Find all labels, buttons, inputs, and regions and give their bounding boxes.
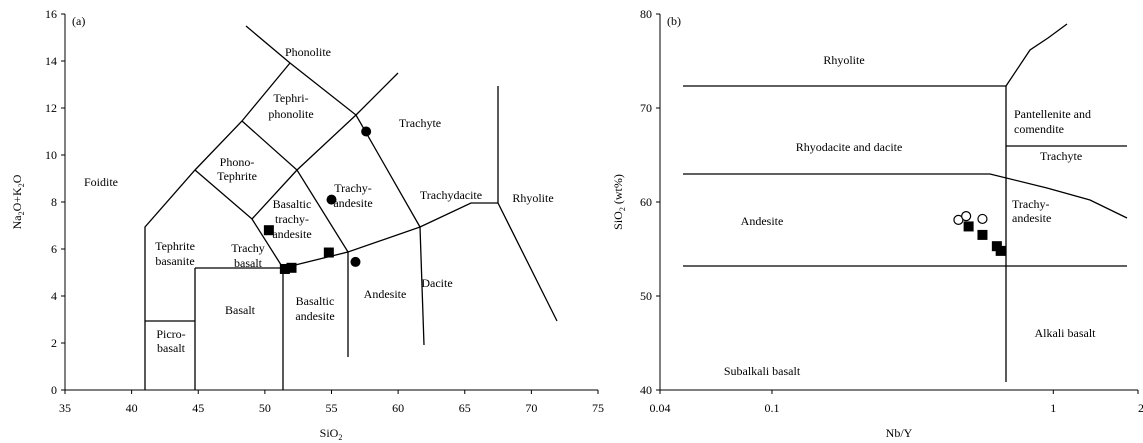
- panel-b-open-circle-point: [961, 211, 972, 222]
- panel-a-field-label: basanite: [155, 254, 194, 268]
- panel-b-nby-diagram: 0.04 0.1 1 2 40 50 60 70 80 Rhyolite Pantellenite…: [611, 7, 1143, 440]
- panel-a-field-label: Trachydacite: [420, 188, 482, 202]
- panel-a-y-tick-label: 16: [45, 7, 57, 21]
- panel-a-x-tick-label: 60: [392, 401, 404, 415]
- panel-b-y-tick-label: 70: [640, 101, 652, 115]
- panel-a-y-axis-title: Na2O+K2O: [10, 174, 26, 229]
- panel-a-x-tick-label: 55: [326, 401, 338, 415]
- panel-a-circle-point: [326, 194, 337, 205]
- panel-b-field-label: Alkali basalt: [1035, 326, 1097, 340]
- panel-a-tas-diagram: 35 40 45 50 55 60 65 70 75 0 2 4 6 8 10 12 14 16 Foidite P…: [10, 7, 604, 442]
- panel-a-x-tick-label: 40: [126, 401, 138, 415]
- panel-b-field-label: Subalkali basalt: [724, 364, 801, 378]
- panel-a-y-tick-label: 12: [45, 101, 57, 115]
- panel-a-x-tick-label: 75: [592, 401, 604, 415]
- panel-a-field-label: basalt: [234, 256, 263, 270]
- panel-a-field-boundaries: [144, 25, 558, 390]
- panel-b-field-label: Andesite: [741, 214, 784, 228]
- panel-b-square-point: [977, 229, 988, 240]
- panel-b-y-tick-label: 40: [640, 383, 652, 397]
- panel-a-field-label: Rhyolite: [512, 191, 553, 205]
- panel-a-square-point: [323, 247, 334, 258]
- panel-a-field-label: Phono-: [220, 155, 255, 169]
- panel-a-field-label: Picro-: [156, 327, 185, 341]
- panel-a-tag: (a): [72, 14, 85, 28]
- panel-b-y-axis-title: SiO2 (wt%): [611, 174, 627, 230]
- panel-a-field-label: phonolite: [268, 107, 313, 121]
- panel-b-boundary-line: [683, 173, 1128, 219]
- panel-b-y-tick-label: 50: [640, 289, 652, 303]
- panel-a-data-points: [263, 126, 372, 274]
- panel-b-x-tick-label: 0.1: [764, 401, 779, 415]
- panel-a-y-tick-label: 2: [51, 336, 57, 350]
- panel-a-square-point: [286, 262, 297, 273]
- panel-a-field-label: Phonolite: [285, 45, 331, 59]
- panel-b-x-tick-label: 2: [1138, 401, 1143, 415]
- panel-a-boundary-line: [497, 86, 558, 322]
- panel-a-field-label: Basaltic: [273, 197, 312, 211]
- panel-b-field-label: andesite: [1012, 211, 1051, 225]
- panel-b-field-label: Rhyodacite and dacite: [796, 140, 903, 154]
- panel-a-field-label: Trachyte: [399, 116, 441, 130]
- panel-b-square-point: [995, 245, 1006, 256]
- panel-b-y-tick-label: 60: [640, 195, 652, 209]
- panel-b-square-point: [963, 221, 974, 232]
- panel-a-x-tick-label: 70: [525, 401, 537, 415]
- panel-a-x-tick-label: 65: [459, 401, 471, 415]
- panel-b-y-tick-label: 80: [640, 7, 652, 21]
- panel-a-x-tick-label: 35: [59, 401, 71, 415]
- panel-b-field-label: Trachy-: [1012, 197, 1050, 211]
- panel-a-field-label: Trachy-: [334, 181, 372, 195]
- panel-a-circle-point: [350, 256, 361, 267]
- panel-a-field-label: Tephrite: [155, 239, 195, 253]
- panel-a-boundary-line: [195, 267, 284, 390]
- panel-b-boundary-line: [1005, 23, 1068, 87]
- panel-a-boundary-line: [251, 218, 349, 357]
- panel-b-x-axis-title: Nb/Y: [886, 426, 913, 440]
- panel-b-field-label: Trachyte: [1040, 149, 1082, 163]
- panel-b-field-label: comendite: [1014, 122, 1064, 136]
- panel-a-square-point: [279, 263, 290, 274]
- panel-a-y-tick-label: 10: [45, 148, 57, 162]
- panel-a-field-label: Dacite: [421, 276, 452, 290]
- panel-a-y-tick-label: 4: [51, 289, 57, 303]
- panel-a-y-tick-label: 8: [51, 195, 57, 209]
- panel-a-y-tick-label: 14: [45, 54, 57, 68]
- panel-a-y-tick-label: 6: [51, 242, 57, 256]
- panel-a-boundary-line: [245, 25, 498, 228]
- panel-a-field-label: Basalt: [225, 303, 256, 317]
- panel-a-x-tick-label: 50: [259, 401, 271, 415]
- panel-a-square-point: [263, 225, 274, 236]
- panel-a-circle-point: [361, 126, 372, 137]
- panel-a-field-label: Foidite: [84, 175, 118, 189]
- panel-a-field-label: andesite: [272, 227, 311, 241]
- panel-a-field-label: andesite: [295, 309, 334, 323]
- panel-a-x-tick-label: 45: [192, 401, 204, 415]
- panel-b-ticks: 0.04 0.1 1 2 40 50 60 70 80: [640, 7, 1143, 415]
- panel-b-field-label: Rhyolite: [823, 53, 864, 67]
- panel-b-x-tick-label: 1: [1050, 401, 1056, 415]
- panel-b-field-label: Pantellenite and: [1014, 107, 1091, 121]
- panel-b-data-points: [953, 211, 1006, 256]
- panel-a-field-label: Tephrite: [217, 169, 257, 183]
- panel-b-open-circle-point: [977, 213, 988, 225]
- panel-a-field-label: Trachy: [231, 241, 265, 255]
- panel-a-ticks: 35 40 45 50 55 60 65 70 75 0 2 4 6 8 10 12 14 16: [45, 7, 604, 415]
- panel-a-field-label: Tephri-: [273, 91, 308, 105]
- panel-a-field-label: andesite: [333, 196, 372, 210]
- panel-a-y-tick-label: 0: [51, 383, 57, 397]
- panel-a-field-label: Andesite: [364, 287, 407, 301]
- panel-b-field-boundaries: [683, 23, 1128, 382]
- panel-a-field-label: basalt: [157, 341, 186, 355]
- panel-b-x-tick-label: 0.04: [650, 401, 671, 415]
- panel-a-field-label: trachy-: [275, 212, 309, 226]
- panel-a-field-labels: FoiditePhonoliteTephri-phonolitePhono-Te…: [84, 45, 554, 355]
- panel-a-x-axis-title: SiO2: [320, 426, 343, 442]
- panel-a-field-label: Basaltic: [296, 294, 335, 308]
- panel-b-tag: (b): [667, 14, 681, 28]
